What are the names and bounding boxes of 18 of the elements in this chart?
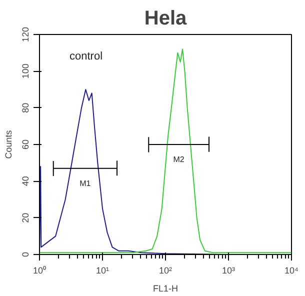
series-label: M2 [173, 155, 185, 164]
chart-title: Hela [144, 8, 188, 30]
y-tick-label: 40 [20, 176, 30, 186]
y-tick-label: 20 [20, 212, 30, 223]
x-tick-label: 10⁴ [284, 266, 299, 276]
y-tick-label: 100 [20, 64, 30, 79]
annotation: control [70, 50, 103, 62]
y-tick-label: 120 [20, 26, 30, 42]
y-tick-label: 0 [20, 252, 30, 258]
y-tick-label: 80 [20, 102, 30, 113]
y-axis-title: Counts [4, 130, 14, 159]
series-label: M1 [80, 178, 92, 188]
x-axis-title: FL1-H [153, 284, 178, 294]
y-tick-label: 60 [20, 139, 30, 150]
x-tick-label: 10¹ [96, 266, 110, 276]
x-tick-label: 10² [158, 266, 172, 276]
x-tick-label: 10³ [222, 266, 236, 276]
x-tick-label: 10⁰ [32, 266, 46, 276]
